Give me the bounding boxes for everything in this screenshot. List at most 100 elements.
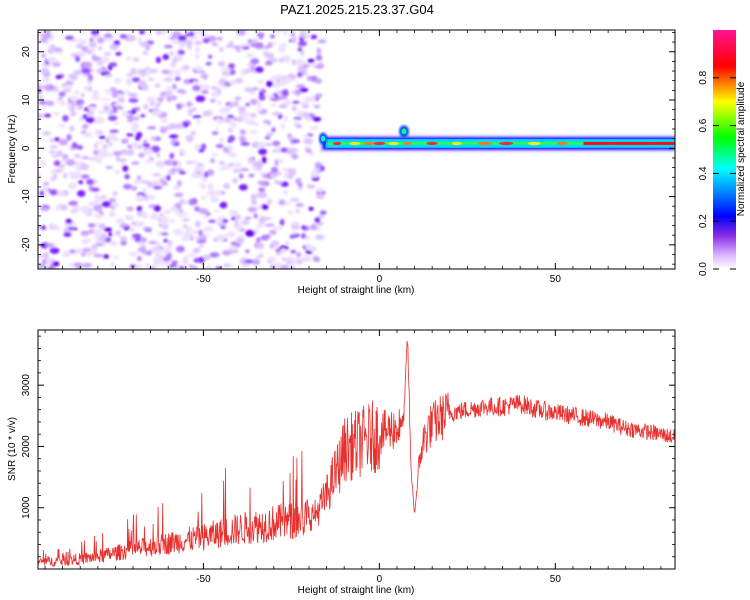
noise-blob <box>39 159 46 167</box>
noise-blob <box>39 190 45 197</box>
noise-blob <box>109 44 119 50</box>
noise-blob <box>161 182 168 186</box>
noise-blob <box>272 140 281 146</box>
signal-band <box>319 125 675 153</box>
noise-blob <box>217 36 223 41</box>
noise-blob <box>303 138 314 145</box>
noise-blob <box>267 198 272 205</box>
noise-blob <box>256 223 264 229</box>
noise-blob <box>53 137 60 142</box>
noise-blob <box>130 68 137 75</box>
noise-blob <box>139 41 150 47</box>
noise-blob <box>232 177 239 184</box>
noise-blob <box>204 265 213 269</box>
noise-blob <box>291 59 296 66</box>
noise-blob <box>206 189 217 197</box>
noise-blob <box>290 139 301 144</box>
noise-blob <box>130 185 138 191</box>
noise-blob <box>240 69 246 76</box>
noise-blob <box>164 248 170 255</box>
noise-blob <box>317 63 325 67</box>
noise-blob <box>232 168 241 173</box>
noise-blob <box>109 240 119 246</box>
noise-blob <box>182 65 190 70</box>
noise-blob <box>69 95 78 102</box>
noise-blob <box>156 152 161 158</box>
noise-blob <box>290 224 301 230</box>
noise-blob <box>82 238 93 242</box>
noise-blob <box>105 89 112 95</box>
noise-blob <box>137 80 147 87</box>
noise-blob <box>150 136 157 141</box>
noise-blob <box>185 32 193 37</box>
noise-blob <box>168 36 178 40</box>
noise-blob <box>215 189 222 196</box>
noise-blob <box>101 201 112 208</box>
noise-blob <box>252 258 260 266</box>
noise-blob <box>243 220 249 226</box>
noise-blob <box>283 172 290 179</box>
noise-blob <box>94 222 99 227</box>
signal-hotspot <box>451 141 462 146</box>
noise-blob <box>67 182 78 190</box>
spectrogram-panel: -50 0 50 -20 -10 0 10 20 Height of straight lin… <box>7 29 676 296</box>
noise-blob <box>155 30 162 36</box>
noise-blob <box>253 213 258 219</box>
noise-blob <box>76 103 84 110</box>
noise-blob <box>48 138 55 142</box>
spectrogram-frame <box>37 29 676 270</box>
noise-blob <box>83 86 90 91</box>
noise-blob <box>193 80 198 85</box>
noise-blob <box>171 95 177 101</box>
noise-blob <box>171 138 177 145</box>
colorbar: 0.0 0.2 0.4 0.6 0.8 Normalized spectral ampl… <box>698 30 747 276</box>
noise-blob <box>209 196 220 203</box>
y-tick-label: 1000 <box>21 496 32 519</box>
noise-blob <box>40 67 49 75</box>
noise-blob <box>102 144 108 150</box>
noise-blob <box>91 243 99 250</box>
noise-blob <box>115 230 121 237</box>
noise-blob <box>160 128 167 134</box>
noise-blob <box>252 87 259 91</box>
noise-blob <box>95 239 101 244</box>
noise-blob <box>260 235 269 241</box>
noise-blob <box>119 34 128 38</box>
noise-blob <box>43 113 52 118</box>
noise-blob <box>148 68 159 74</box>
noise-blob <box>96 37 105 44</box>
x-tick-label: -50 <box>196 574 211 585</box>
signal-hotspot <box>499 141 514 146</box>
noise-blob <box>240 263 251 268</box>
noise-blob <box>293 116 303 121</box>
noise-blob <box>256 101 262 108</box>
noise-blob <box>302 134 310 138</box>
signal-bump-core <box>401 128 407 135</box>
noise-blob <box>291 153 298 160</box>
noise-blob <box>79 40 87 46</box>
noise-blob <box>228 162 234 167</box>
noise-blob <box>152 107 159 113</box>
noise-blob <box>163 44 173 49</box>
noise-blob <box>69 249 75 253</box>
noise-blob <box>189 36 199 40</box>
noise-blob <box>103 227 113 232</box>
noise-blob <box>131 77 141 83</box>
noise-blob <box>142 50 148 55</box>
noise-blob <box>156 97 164 101</box>
noise-blob <box>301 233 307 239</box>
noise-blob <box>225 44 234 48</box>
noise-blob <box>126 206 134 211</box>
noise-blob <box>198 229 203 236</box>
noise-blob <box>140 114 146 118</box>
noise-blob <box>319 210 327 215</box>
noise-blob <box>100 97 111 101</box>
noise-blob <box>297 71 302 78</box>
noise-blob <box>137 69 145 74</box>
noise-blob <box>148 266 155 269</box>
noise-blob <box>54 59 59 64</box>
noise-blob <box>317 214 325 219</box>
noise-blob <box>258 253 264 258</box>
noise-blob <box>218 161 226 166</box>
noise-blob <box>80 30 86 35</box>
